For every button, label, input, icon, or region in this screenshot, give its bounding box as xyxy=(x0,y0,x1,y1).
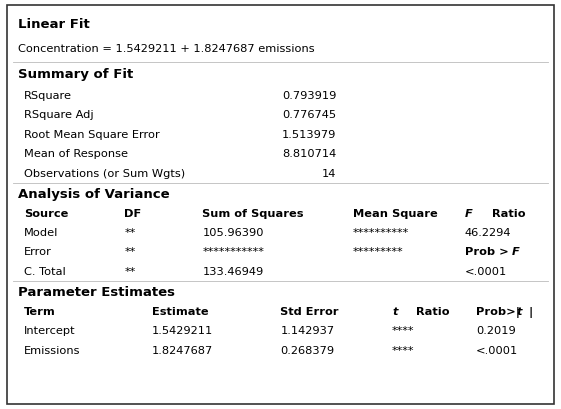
Text: 1.142937: 1.142937 xyxy=(280,326,334,335)
Text: 0.268379: 0.268379 xyxy=(280,346,334,356)
Text: 0.776745: 0.776745 xyxy=(282,110,337,120)
Text: 133.46949: 133.46949 xyxy=(203,267,264,276)
Text: Concentration = 1.5429211 + 1.8247687 emissions: Concentration = 1.5429211 + 1.8247687 em… xyxy=(18,44,315,54)
Text: 8.810714: 8.810714 xyxy=(282,149,337,159)
Text: Mean of Response: Mean of Response xyxy=(24,149,128,159)
Text: Model: Model xyxy=(24,228,58,238)
Text: Analysis of Variance: Analysis of Variance xyxy=(18,188,170,201)
Text: **: ** xyxy=(124,247,135,257)
Text: C. Total: C. Total xyxy=(24,267,66,276)
Text: Term: Term xyxy=(24,307,56,317)
Text: Source: Source xyxy=(24,209,68,219)
Text: Error: Error xyxy=(24,247,52,257)
Text: ***********: *********** xyxy=(203,247,264,257)
Text: 1.5429211: 1.5429211 xyxy=(152,326,213,335)
Text: t: t xyxy=(517,307,522,317)
Text: Root Mean Square Error: Root Mean Square Error xyxy=(24,130,159,140)
Text: Linear Fit: Linear Fit xyxy=(18,18,90,31)
Text: **: ** xyxy=(124,267,135,276)
Text: **********: ********** xyxy=(353,228,410,238)
Text: Prob>|: Prob>| xyxy=(476,307,520,318)
Text: **: ** xyxy=(124,228,135,238)
FancyBboxPatch shape xyxy=(7,5,554,404)
Text: F: F xyxy=(512,247,520,257)
Text: Emissions: Emissions xyxy=(24,346,80,356)
Text: Ratio: Ratio xyxy=(488,209,526,219)
Text: |: | xyxy=(528,307,532,318)
Text: Ratio: Ratio xyxy=(412,307,450,317)
Text: 14: 14 xyxy=(322,169,337,179)
Text: F: F xyxy=(465,209,472,219)
Text: Estimate: Estimate xyxy=(152,307,209,317)
Text: ****: **** xyxy=(392,326,415,335)
Text: Sum of Squares: Sum of Squares xyxy=(203,209,304,219)
Text: 1.8247687: 1.8247687 xyxy=(152,346,213,356)
Text: Std Error: Std Error xyxy=(280,307,339,317)
Text: Observations (or Sum Wgts): Observations (or Sum Wgts) xyxy=(24,169,185,179)
Text: Parameter Estimates: Parameter Estimates xyxy=(18,286,175,299)
Text: <.0001: <.0001 xyxy=(465,267,507,276)
Text: 46.2294: 46.2294 xyxy=(465,228,511,238)
Text: Prob >: Prob > xyxy=(465,247,508,257)
Text: Intercept: Intercept xyxy=(24,326,75,335)
Text: 105.96390: 105.96390 xyxy=(203,228,264,238)
Text: ****: **** xyxy=(392,346,415,356)
Text: RSquare Adj: RSquare Adj xyxy=(24,110,93,120)
Text: Summary of Fit: Summary of Fit xyxy=(18,68,134,81)
Text: t: t xyxy=(392,307,398,317)
Text: DF: DF xyxy=(124,209,141,219)
Text: RSquare: RSquare xyxy=(24,91,72,101)
Text: 0.2019: 0.2019 xyxy=(476,326,516,335)
Text: 0.793919: 0.793919 xyxy=(282,91,337,101)
Text: <.0001: <.0001 xyxy=(476,346,518,356)
Text: Mean Square: Mean Square xyxy=(353,209,438,219)
Text: *********: ********* xyxy=(353,247,404,257)
Text: 1.513979: 1.513979 xyxy=(282,130,337,140)
